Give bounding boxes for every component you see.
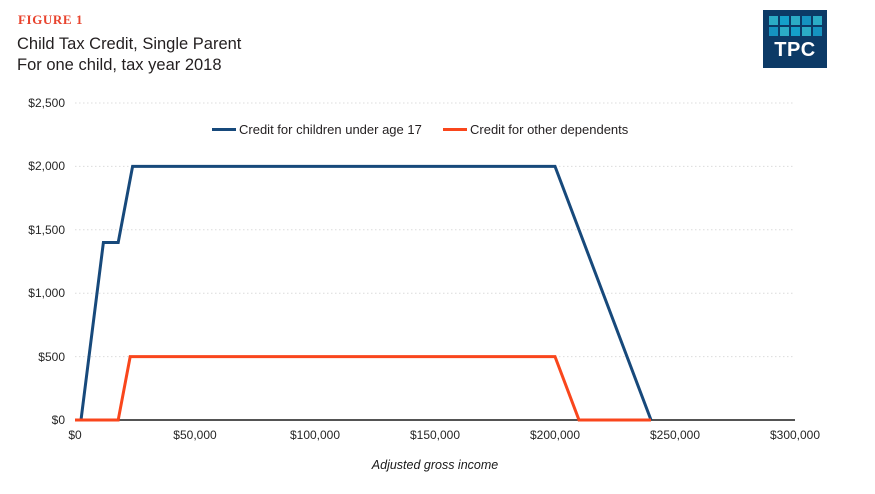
logo-square — [779, 27, 789, 36]
logo-square — [768, 16, 778, 25]
tpc-logo-squares — [768, 16, 822, 36]
y-tick-label: $1,000 — [28, 286, 65, 301]
legend-label: Credit for other dependents — [470, 121, 629, 137]
y-tick-label: $500 — [38, 349, 65, 364]
logo-square — [790, 27, 800, 36]
x-tick-label: $100,000 — [289, 428, 341, 442]
y-tick-label: $2,500 — [28, 96, 65, 110]
y-tick-label: $2,000 — [28, 159, 65, 174]
x-tick-label: $150,000 — [409, 428, 461, 442]
tpc-logo-text: TPC — [774, 39, 816, 61]
x-tick-label: $200,000 — [529, 428, 581, 442]
chart-title-line2: For one child, tax year 2018 — [17, 56, 222, 74]
legend-label: Credit for children under age 17 — [239, 121, 422, 137]
legend-swatch-red-line — [443, 127, 467, 131]
series-line-1 — [75, 355, 651, 422]
x-tick-label: $50,000 — [173, 428, 217, 442]
y-tick-label: $1,500 — [28, 222, 65, 237]
x-axis-title: Adjusted gross income — [371, 458, 499, 472]
logo-square — [812, 16, 822, 25]
x-tick-label: $0 — [68, 428, 82, 442]
figure-label: FIGURE 1 — [18, 12, 84, 27]
logo-square — [779, 16, 789, 25]
logo-square — [801, 16, 811, 25]
y-tick-label: $0 — [51, 413, 65, 427]
logo-square — [768, 27, 778, 36]
x-tick-label: $250,000 — [649, 428, 701, 442]
legend-item-children-under-17: Credit for children under age 17 — [212, 121, 422, 137]
logo-square — [790, 16, 800, 25]
logo-square — [812, 27, 822, 36]
legend-swatch-blue-line — [212, 127, 236, 131]
x-tick-label: $300,000 — [769, 428, 821, 442]
tpc-logo: TPC — [763, 10, 827, 68]
logo-square — [801, 27, 811, 36]
legend-item-other-dependents: Credit for other dependents — [443, 121, 629, 137]
chart-title-line1: Child Tax Credit, Single Parent — [17, 35, 242, 53]
